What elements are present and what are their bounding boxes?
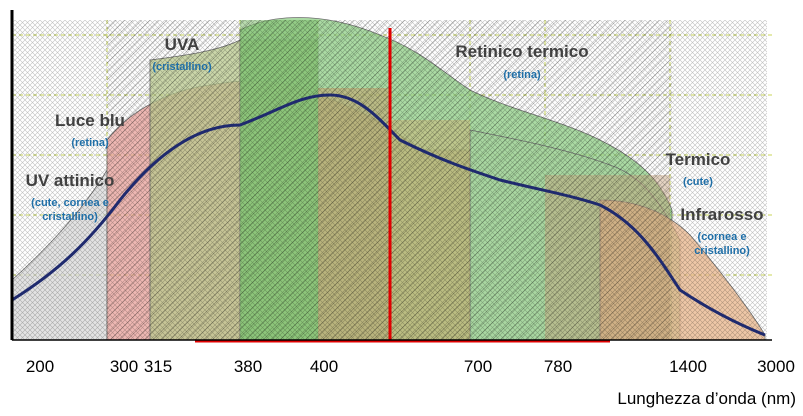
band-label-subtitle: (cristallino) (152, 61, 212, 73)
x-tick-label: 400 (310, 357, 338, 376)
band-label-subtitle: (cute) (683, 176, 713, 188)
band-label-subtitle: cristallino) (42, 211, 98, 223)
x-tick-label: 380 (234, 357, 262, 376)
band-label-name: Luce blu (55, 111, 125, 130)
band-labels: UV attinico (cute, cornea e cristallino) Lu… (26, 35, 764, 257)
x-tick-label: 315 (144, 357, 172, 376)
spectrum-curve (11, 93, 766, 337)
x-tick-label: 1400 (669, 357, 707, 376)
band-label: UVA (cristallino) (152, 35, 212, 73)
band-label-subtitle: (retina) (71, 137, 109, 149)
band-label-subtitle: (cornea e (698, 231, 747, 243)
band-label: Luce blu (retina) (55, 111, 125, 149)
band-label: UV attinico (cute, cornea e cristallino) (26, 171, 115, 223)
band-label-name: Termico (666, 150, 731, 169)
band-label-subtitle: (retina) (503, 69, 541, 81)
band-label-name: Infrarosso (680, 205, 763, 224)
band-label: Infrarosso (cornea e cristallino) (680, 205, 763, 257)
x-tick-label: 200 (26, 357, 54, 376)
band-label-subtitle: (cute, cornea e (31, 197, 109, 209)
x-tick-label: 300 (110, 357, 138, 376)
band-label-name: UV attinico (26, 171, 115, 190)
x-tick-labels: 200 300 315 380 400 700 780 1400 3000 (26, 357, 795, 376)
band-label: Retinico termico (retina) (455, 42, 588, 81)
band-label: Termico (cute) (666, 150, 731, 188)
x-tick-label: 3000 (757, 357, 795, 376)
x-tick-label: 700 (464, 357, 492, 376)
band-label-name: Retinico termico (455, 42, 588, 61)
x-tick-label: 780 (544, 357, 572, 376)
band-label-subtitle: cristallino) (694, 245, 750, 257)
band-label-name: UVA (165, 35, 200, 54)
x-axis-title: Lunghezza d’onda (nm) (617, 389, 796, 408)
